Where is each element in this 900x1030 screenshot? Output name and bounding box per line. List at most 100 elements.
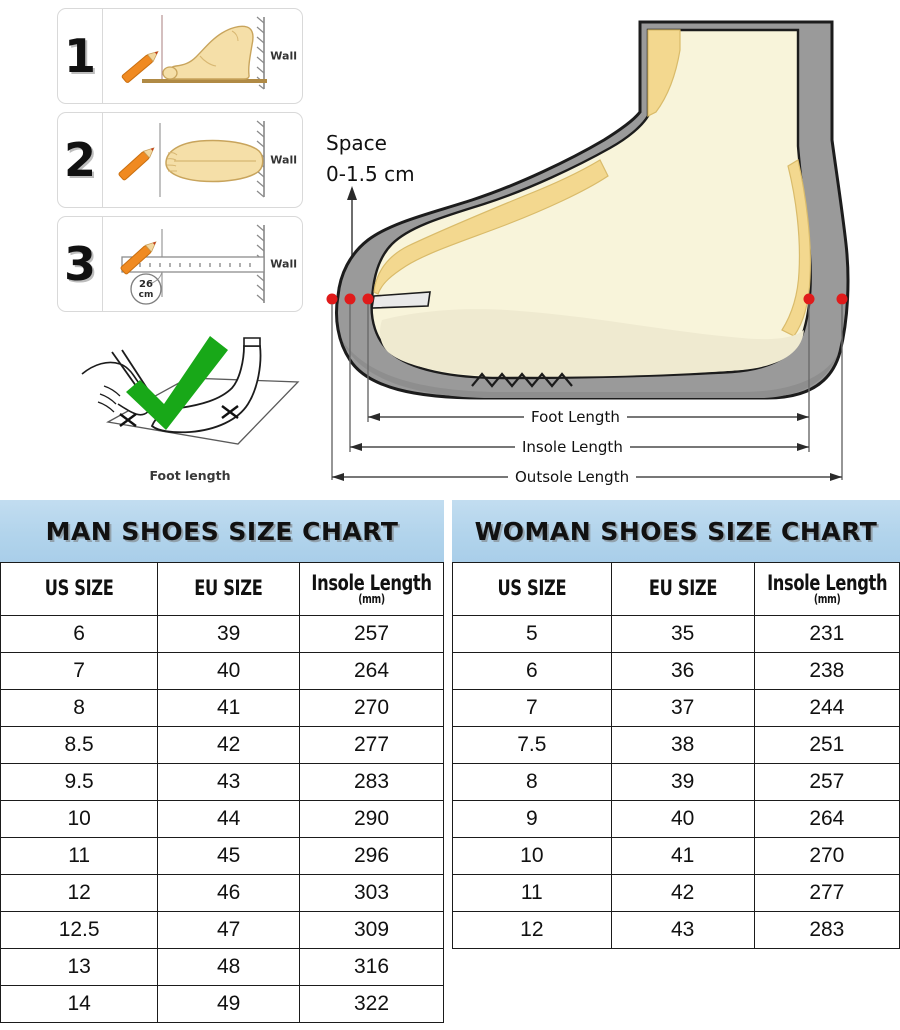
cell-eu-size: 49: [157, 985, 300, 1023]
table-row: 7.5 38 251: [452, 726, 900, 764]
step-number: 2: [58, 113, 103, 207]
cell-eu-size: 40: [610, 800, 755, 838]
table-row: 12 46 303: [0, 874, 444, 912]
man-size-chart: MAN SHOES SIZE CHART US SIZE EU SIZE Ins…: [0, 500, 444, 1023]
man-chart-title: MAN SHOES SIZE CHART: [0, 500, 444, 562]
cell-us-size: 7: [452, 689, 612, 727]
table-row: 9.5 43 283: [0, 763, 444, 801]
cell-eu-size: 45: [157, 837, 300, 875]
step-number: 1: [58, 9, 103, 103]
cell-us-size: 7.5: [452, 726, 612, 764]
table-row: 5 35 231: [452, 615, 900, 653]
table-row: 9 40 264: [452, 800, 900, 838]
woman-col-header-us: US SIZE: [452, 562, 612, 616]
man-col-header-insole: Insole Length (mm): [299, 562, 444, 616]
cell-eu-size: 42: [610, 874, 755, 912]
marker-dot-outsole-heel: [836, 293, 848, 305]
dimension-label-foot-length: Foot Length: [524, 408, 627, 426]
cell-us-size: 12.5: [0, 911, 159, 949]
foot-tracing-icon: [81, 336, 300, 445]
cell-insole-length: 309: [299, 911, 444, 949]
step-box-3: 3: [57, 216, 303, 312]
table-row: 12 43 283: [452, 911, 900, 949]
cell-us-size: 12: [0, 874, 159, 912]
cell-insole-length: 264: [299, 652, 444, 690]
marker-dot-foot-toe: [362, 293, 374, 305]
step-box-2: 2: [57, 112, 303, 208]
cell-eu-size: 48: [157, 948, 300, 986]
cell-insole-length: 238: [753, 652, 900, 690]
cell-eu-size: 40: [157, 652, 300, 690]
table-row: 6 36 238: [452, 652, 900, 690]
cell-eu-size: 37: [610, 689, 755, 727]
man-col-header-us: US SIZE: [0, 562, 159, 616]
cell-insole-length: 251: [753, 726, 900, 764]
woman-col-header-eu: EU SIZE: [610, 562, 755, 616]
cell-us-size: 7: [0, 652, 159, 690]
space-label: Space 0-1.5 cm: [326, 131, 415, 186]
man-table-head: US SIZE EU SIZE Insole Length (mm): [0, 562, 444, 616]
woman-table-head: US SIZE EU SIZE Insole Length (mm): [452, 562, 900, 616]
step-2-illustration: [104, 113, 302, 207]
man-size-table: US SIZE EU SIZE Insole Length (mm) 6 39 25…: [0, 562, 444, 1023]
table-row: 7 40 264: [0, 652, 444, 690]
cell-us-size: 9.5: [0, 763, 159, 801]
cell-us-size: 11: [452, 874, 612, 912]
cell-eu-size: 43: [157, 763, 300, 801]
cell-eu-size: 36: [610, 652, 755, 690]
foot-length-caption: Foot length: [149, 468, 231, 483]
wall-label: Wall: [270, 257, 297, 271]
man-header-row: US SIZE EU SIZE Insole Length (mm): [0, 562, 444, 616]
cell-insole-length: 257: [753, 763, 900, 801]
cell-insole-length: 322: [299, 985, 444, 1023]
green-check-icon: [126, 336, 228, 430]
cell-eu-size: 41: [157, 689, 300, 727]
step-box-1: 1: [57, 8, 303, 104]
woman-col-header-insole: Insole Length (mm): [753, 562, 900, 616]
foot-length-illustration-panel: Foot length: [60, 330, 320, 490]
table-row: 8 41 270: [0, 689, 444, 727]
table-row: 10 44 290: [0, 800, 444, 838]
man-table-body: 6 39 257 7 40 264 8 41 270 8.5 42 277 9.5 43 283 10 44 29…: [0, 615, 444, 1023]
cell-eu-size: 46: [157, 874, 300, 912]
ruler-measure-icon: 26 cm: [120, 224, 265, 305]
cell-insole-length: 303: [299, 874, 444, 912]
wall-label: Wall: [270, 49, 297, 63]
cell-insole-length: 257: [299, 615, 444, 653]
cell-us-size: 6: [0, 615, 159, 653]
cell-insole-length: 283: [299, 763, 444, 801]
table-row: 7 37 244: [452, 689, 900, 727]
cell-us-size: 13: [0, 948, 159, 986]
cell-us-size: 8.5: [0, 726, 159, 764]
cell-us-size: 5: [452, 615, 612, 653]
table-row: 8 39 257: [452, 763, 900, 801]
marker-dot-foot-heel: [803, 293, 815, 305]
step-number: 3: [58, 217, 103, 311]
table-row: 8.5 42 277: [0, 726, 444, 764]
woman-header-row: US SIZE EU SIZE Insole Length (mm): [452, 562, 900, 616]
step-3-illustration: 26 cm: [104, 217, 302, 311]
foot-top-view-icon: [118, 120, 265, 198]
dimension-label-insole-length: Insole Length: [515, 438, 630, 456]
cell-eu-size: 44: [157, 800, 300, 838]
cell-us-size: 8: [452, 763, 612, 801]
woman-size-chart: WOMAN SHOES SIZE CHART US SIZE EU SIZE I…: [452, 500, 900, 949]
cell-insole-length: 290: [299, 800, 444, 838]
marker-dot-outsole-toe: [326, 293, 338, 305]
cell-eu-size: 35: [610, 615, 755, 653]
cell-insole-length: 277: [753, 874, 900, 912]
cell-us-size: 9: [452, 800, 612, 838]
woman-size-table: US SIZE EU SIZE Insole Length (mm) 5 35 23…: [452, 562, 900, 949]
dimension-label-outsole-length: Outsole Length: [508, 468, 637, 486]
cell-eu-size: 39: [610, 763, 755, 801]
foot-side-view-icon: [121, 15, 267, 90]
cell-us-size: 8: [0, 689, 159, 727]
cell-us-size: 10: [452, 837, 612, 875]
table-row: 12.5 47 309: [0, 911, 444, 949]
cell-us-size: 6: [452, 652, 612, 690]
cell-insole-length: 283: [753, 911, 900, 949]
step-3-measurement-unit: cm: [139, 290, 154, 300]
step-1-illustration: [104, 9, 302, 103]
table-row: 11 42 277: [452, 874, 900, 912]
step-3-measurement-value: 26: [139, 279, 153, 290]
